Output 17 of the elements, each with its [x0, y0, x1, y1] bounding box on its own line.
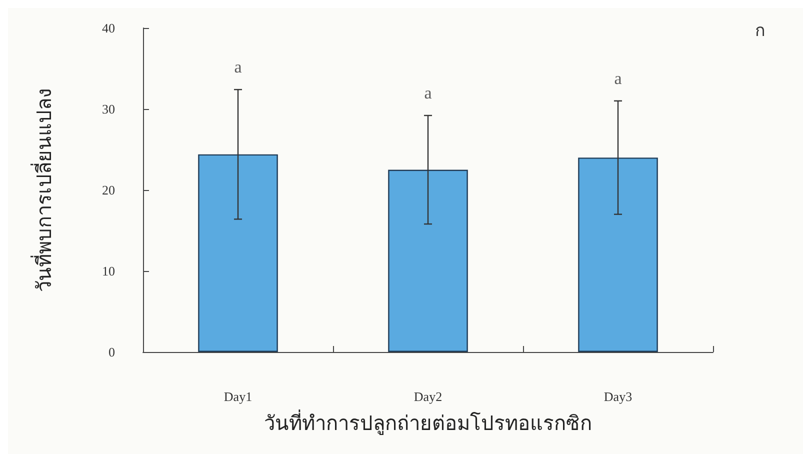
bar: [578, 158, 658, 352]
bar: [388, 170, 468, 352]
y-tick-label: 30: [102, 102, 115, 116]
x-axis-title: วันที่ทำการปลูกถ่ายต่อมโปรทอแรกซิก: [264, 409, 592, 436]
x-tick-label: Day2: [414, 389, 442, 404]
annotation: a: [234, 58, 242, 77]
y-tick-label: 0: [108, 344, 115, 360]
x-tick-label: Day3: [604, 389, 632, 404]
y-tick-label: 10: [102, 264, 115, 278]
y-axis-title: วันที่พบการเปลี่ยนแปลง: [30, 88, 56, 292]
annotation: a: [614, 68, 622, 88]
y-tick-label: 20: [102, 182, 115, 198]
x-tick-label: Day1: [224, 389, 252, 404]
bar: [198, 154, 278, 352]
text: ก: [755, 21, 765, 40]
annotation: a: [424, 83, 432, 102]
y-tick-label: 40: [102, 20, 115, 36]
